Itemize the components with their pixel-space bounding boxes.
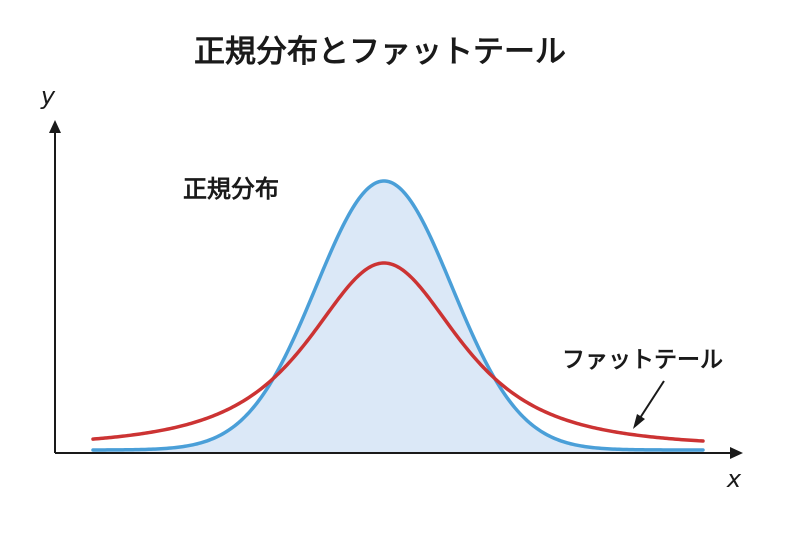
fat-tail-pointer-arrowhead bbox=[633, 414, 645, 429]
y-axis-label: y bbox=[40, 82, 56, 110]
x-axis-label: x bbox=[726, 465, 742, 493]
x-axis-arrowhead bbox=[730, 447, 743, 459]
normal-distribution-curve bbox=[91, 179, 705, 452]
fat-tail-pointer-arrow bbox=[639, 380, 665, 419]
y-axis-arrowhead bbox=[49, 120, 61, 133]
fat-tail-curve bbox=[91, 261, 705, 443]
diagram-title: 正規分布とファットテール bbox=[194, 34, 566, 70]
normal-distribution-label: 正規分布 bbox=[183, 175, 279, 203]
normal-distribution-fill bbox=[93, 181, 703, 453]
fat-tail-label: ファットテール bbox=[562, 347, 723, 373]
